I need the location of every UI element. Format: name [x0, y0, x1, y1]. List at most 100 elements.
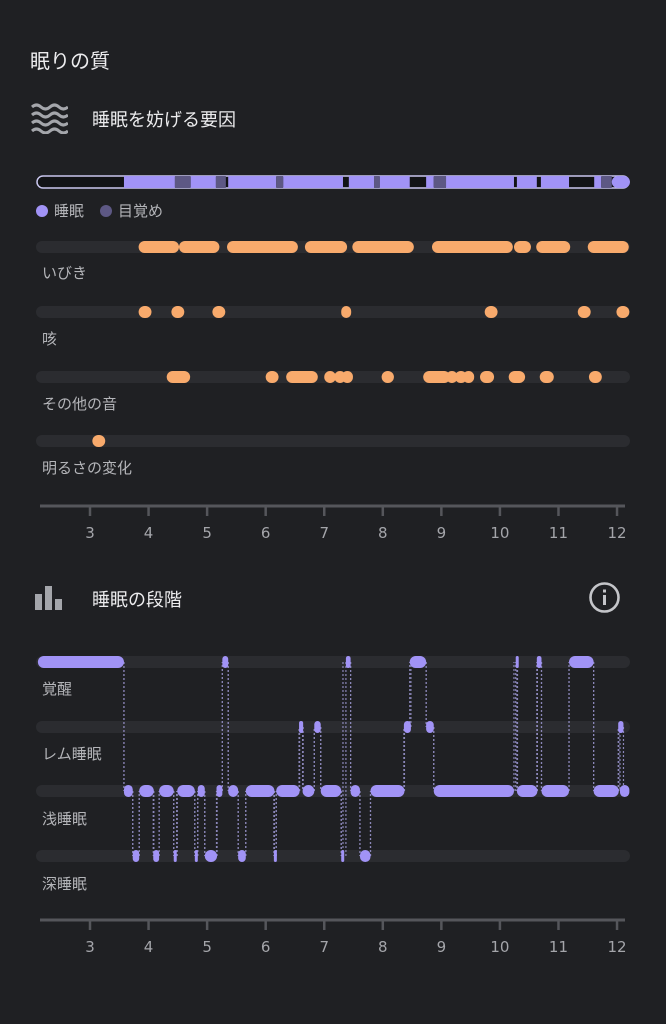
other-sounds-event [265, 371, 279, 383]
other-sounds-event [381, 371, 394, 383]
light-sleep-segment [516, 785, 538, 797]
row-label-snoring: いびき [42, 264, 88, 282]
row-label-light-sleep: 浅睡眠 [42, 810, 88, 828]
legend-sleep: 睡眠 [36, 200, 84, 221]
light-sleep-segment [619, 785, 630, 797]
snoring-event [138, 241, 180, 253]
stages-tick-label: 8 [378, 938, 388, 956]
snoring-event [304, 241, 348, 253]
awake-segment [536, 656, 542, 668]
overview-segment-sleep [283, 176, 343, 188]
stages-tick-label: 6 [261, 938, 271, 956]
rem-segment [314, 721, 321, 733]
light-sleep-segment [350, 785, 360, 797]
deep-sleep-segment [204, 850, 218, 862]
overview-segment-sleep [426, 176, 434, 188]
disturbances-tick-label: 4 [144, 524, 154, 542]
overview-segment-awake [374, 176, 380, 188]
light-change-track [36, 435, 630, 447]
cough-event [577, 306, 591, 318]
other-sounds-event [166, 371, 191, 383]
light-sleep-track [36, 785, 630, 797]
overview-segment-awake [215, 176, 226, 188]
row-label-deep-sleep: 深睡眠 [42, 875, 88, 893]
stages-tick-label: 10 [490, 938, 509, 956]
overview-segment-sleep [228, 176, 277, 188]
cough-event [484, 306, 498, 318]
waves-icon [31, 103, 68, 134]
awake-segment [345, 656, 351, 668]
cough-event [616, 306, 630, 318]
cough-event [212, 306, 226, 318]
snoring-event [352, 241, 414, 253]
info-icon[interactable] [588, 581, 621, 614]
awake-dot-icon [100, 204, 113, 217]
row-label-cough: 咳 [42, 330, 58, 348]
rem-segment [426, 721, 434, 733]
overview-segment-awake [174, 176, 191, 188]
light-sleep-segment [320, 785, 342, 797]
light-sleep-segment [197, 785, 205, 797]
row-label-other-sounds: その他の音 [42, 395, 118, 413]
snoring-track [36, 241, 630, 253]
light-change-event [92, 435, 106, 447]
light-sleep-segment [370, 785, 405, 797]
other-sounds-event [454, 371, 468, 383]
awake-segment [222, 656, 229, 668]
cough-event [171, 306, 185, 318]
cough-track [36, 306, 630, 318]
light-sleep-segment [159, 785, 174, 797]
rem-track [36, 721, 630, 733]
row-label-light-change: 明るさの変化 [42, 459, 133, 477]
other-sounds-event [324, 371, 336, 383]
light-sleep-segment [177, 785, 195, 797]
light-sleep-segment [593, 785, 619, 797]
snoring-event [587, 241, 629, 253]
overview-segment-awake [276, 176, 284, 188]
light-sleep-segment [302, 785, 315, 797]
rem-segment [618, 721, 624, 733]
overview-segment-sleep [594, 176, 602, 188]
disturbances-tick-label: 7 [319, 524, 329, 542]
deep-sleep-segment [238, 850, 246, 862]
other-sounds-event [463, 371, 475, 383]
other-sounds-event [480, 371, 495, 383]
disturbances-title: 睡眠を妨げる要因 [92, 110, 236, 131]
stages-tick-label: 7 [319, 938, 329, 956]
snoring-event [536, 241, 571, 253]
other-sounds-event [341, 371, 353, 383]
deep-sleep-segment [173, 850, 177, 862]
legend-label: 睡眠 [54, 202, 85, 220]
stages-tick-label: 3 [85, 938, 95, 956]
legend-awake: 目覚め [100, 200, 163, 221]
other-sounds-event [508, 371, 526, 383]
overview-segment-sleep [611, 176, 630, 188]
other-sounds-event [539, 371, 554, 383]
light-sleep-segment [123, 785, 133, 797]
overview-segment-awake [601, 176, 612, 188]
other-sounds-event [334, 371, 346, 383]
snoring-event [431, 241, 513, 253]
light-sleep-segment [433, 785, 514, 797]
light-sleep-segment [245, 785, 275, 797]
other-sounds-event [446, 371, 458, 383]
disturbances-tick-label: 8 [378, 524, 388, 542]
light-sleep-segment [228, 785, 239, 797]
overview-bar [36, 175, 630, 189]
disturbances-tick-label: 3 [85, 524, 95, 542]
overview-segment-sleep [540, 176, 570, 188]
snoring-event [227, 241, 298, 253]
other-sounds-event [588, 371, 602, 383]
awake-segment [515, 656, 519, 668]
deep-sleep-segment [153, 850, 160, 862]
disturbances-tick-label: 6 [261, 524, 271, 542]
cough-event [138, 306, 152, 318]
stages-tick-label: 4 [144, 938, 154, 956]
disturbances-tick-label: 9 [437, 524, 447, 542]
overview-segment-sleep [516, 176, 537, 188]
overview-segment-awake [433, 176, 447, 188]
stages-tick-label: 5 [202, 938, 212, 956]
page-title: 眠りの質 [30, 49, 110, 73]
rem-segment [403, 721, 411, 733]
